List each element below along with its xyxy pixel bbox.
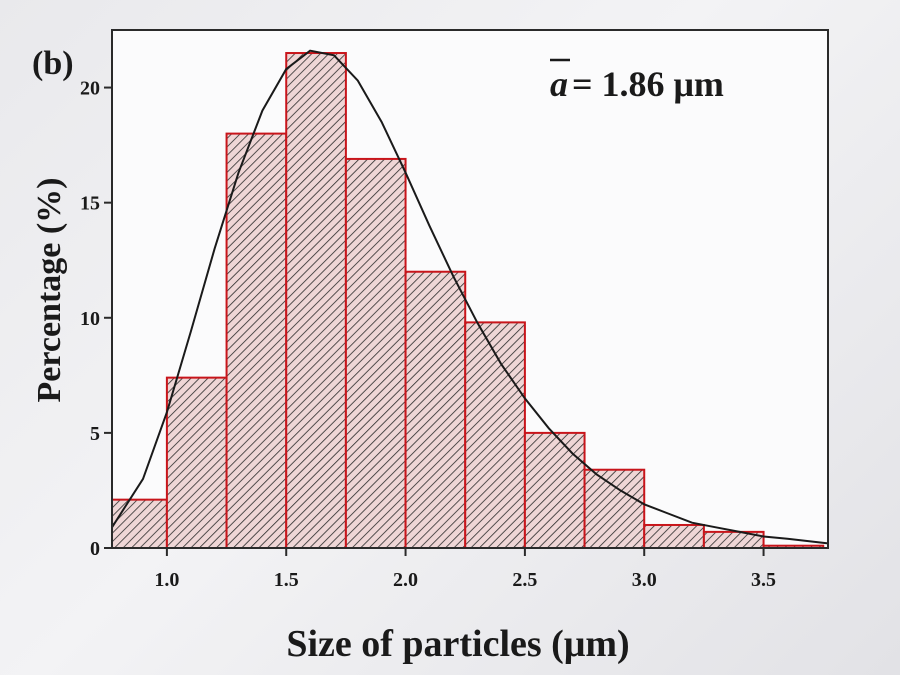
y-tick-label: 0: [90, 538, 100, 560]
histogram-bar: [285, 52, 347, 548]
plot-frame: [111, 29, 829, 549]
histogram-bar: [643, 523, 705, 548]
histogram-bar: [404, 270, 467, 548]
y-tick-label: 15: [80, 193, 100, 215]
histogram-bar: [702, 530, 765, 548]
plot-area: 1.0 1.5 2.0 2.5 3.0 3.5 0 5 10 15 20: [80, 29, 829, 591]
annotation-value: = 1.86 μm: [572, 64, 724, 104]
y-tick-label: 10: [80, 308, 100, 330]
histogram-bar: [112, 498, 168, 548]
y-tick-label: 5: [90, 423, 100, 445]
fit-curve: [112, 49, 828, 545]
y-axis-title: Percentage (%): [31, 178, 68, 403]
x-tick-label: 1.5: [274, 569, 299, 591]
histogram-bar: [583, 468, 646, 548]
histogram-bar: [464, 321, 526, 548]
x-tick-label: 3.5: [751, 569, 776, 591]
y-tick-label: 20: [80, 78, 100, 100]
histogram-bar: [225, 132, 288, 548]
annotation-symbol: a: [550, 64, 568, 104]
histogram-bar: [523, 431, 586, 548]
x-tick-label: 2.5: [512, 569, 537, 591]
panel-label: (b): [32, 45, 74, 82]
histogram-bar: [165, 376, 228, 548]
histogram-bars: [112, 52, 825, 548]
histogram-bar: [344, 157, 407, 548]
x-tick-label: 3.0: [632, 569, 657, 591]
x-tick-label: 1.0: [154, 569, 179, 591]
x-tick-label: 2.0: [393, 569, 418, 591]
x-axis-title: Size of particles (μm): [286, 623, 629, 665]
annotation: a = 1.86 μm: [550, 58, 724, 104]
